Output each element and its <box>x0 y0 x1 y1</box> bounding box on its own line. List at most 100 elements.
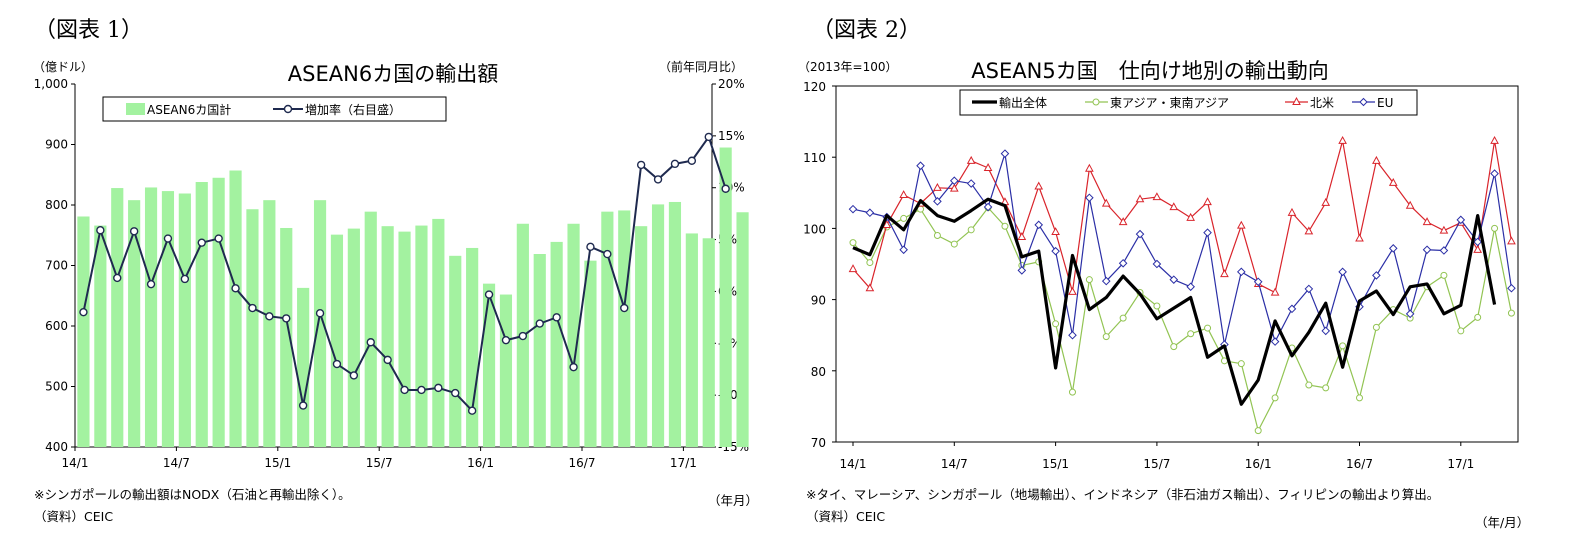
fig2-marker-east-asia <box>1085 276 1093 284</box>
fig1-right-tick-label: 20% <box>718 77 745 91</box>
fig2-marker-eu <box>1253 277 1263 287</box>
fig2-marker-eu <box>1287 304 1297 314</box>
fig2-marker-eu <box>1507 283 1516 293</box>
fig1-growth-marker <box>248 303 257 313</box>
fig1-x-tick-label: 15/1 <box>264 456 291 470</box>
fig1-bar <box>330 234 344 447</box>
fig1-bar <box>77 216 90 447</box>
fig2-marker-north-america <box>1405 200 1415 209</box>
fig2-marker-eu <box>1034 220 1044 230</box>
fig2-marker-eu <box>1101 276 1111 286</box>
fig2-marker-eu <box>1000 149 1010 158</box>
fig1-growth-marker <box>670 159 680 169</box>
fig1-bar <box>449 255 462 447</box>
fig1-bar <box>263 200 276 447</box>
fig1-bar <box>432 218 445 447</box>
fig2-marker-east-asia <box>1102 333 1110 341</box>
fig1-bar <box>550 241 563 447</box>
fig1-left-tick-label: 700 <box>45 259 68 273</box>
fig1-bar <box>94 225 107 447</box>
fig2-line-3 <box>852 153 1513 346</box>
fig2-marker-east-asia <box>1204 324 1212 332</box>
fig1-growth-marker <box>180 274 190 284</box>
fig2-marker-north-america <box>1355 233 1364 242</box>
fig2-marker-eu <box>966 179 976 188</box>
fig1-left-tick-label: 1,000 <box>34 77 68 91</box>
fig1-x-tick-label: 16/7 <box>569 456 596 470</box>
fig2-marker-east-asia <box>967 226 975 234</box>
fig1-bar <box>415 225 428 447</box>
fig1-growth-marker <box>467 406 477 415</box>
fig2-marker-eu <box>1051 246 1060 256</box>
fig2-marker-eu <box>865 208 875 218</box>
fig1-bar <box>635 226 648 447</box>
fig2-marker-east-asia <box>1491 224 1499 232</box>
fig2-legend-box <box>959 89 1418 116</box>
fig2-legend-label-east-asia: 東アジア・東南アジア <box>1110 95 1229 110</box>
fig1-growth-marker <box>366 338 375 347</box>
fig2-x-tick-label: 17/1 <box>1447 457 1474 471</box>
fig1-growth-marker <box>163 234 173 243</box>
fig2-marker-east-asia <box>1237 360 1245 368</box>
fig2-marker-eu <box>1085 193 1094 203</box>
fig2-marker-north-america <box>1034 181 1044 190</box>
fig2-marker-north-america <box>882 219 892 228</box>
fig1-bar <box>685 233 698 447</box>
fig2-x-tick-label: 15/1 <box>1042 457 1069 471</box>
fig2-marker-eu <box>1473 237 1482 247</box>
fig2-marker-eu <box>983 202 993 212</box>
fig2-y-tick-label: 70 <box>811 436 826 450</box>
fig1-bar <box>533 254 546 447</box>
fig2-x-tick-label: 16/1 <box>1245 457 1272 471</box>
fig2-title: ASEAN5カ国 仕向け地別の輸出動向 <box>971 59 1328 83</box>
fig2-marker-eu <box>933 197 942 206</box>
fig1-growth-marker <box>349 371 359 380</box>
fig2-marker-eu <box>1372 271 1381 280</box>
fig2-marker-east-asia <box>1271 394 1279 402</box>
fig1-left-tick-label: 600 <box>45 319 68 333</box>
fig1-growth-marker <box>96 226 105 235</box>
fig2-x-unit: （年/月） <box>1475 515 1530 530</box>
fig2-marker-eu <box>1490 169 1499 178</box>
fig2-marker-east-asia <box>849 239 857 247</box>
fig2-marker-east-asia <box>866 259 874 267</box>
fig2-marker-east-asia <box>1119 314 1127 322</box>
fig1-x-tick-label: 14/7 <box>163 456 190 470</box>
fig1-growth-marker <box>383 355 392 365</box>
fig2-label: （図表 2） <box>812 18 921 43</box>
fig2-marker-eu <box>1321 326 1331 336</box>
fig2-marker-north-america <box>1304 226 1314 235</box>
fig2-marker-east-asia <box>1339 342 1347 350</box>
fig2-legend-marker-north-america <box>1292 96 1301 105</box>
fig1-left-tick-label: 500 <box>45 380 68 394</box>
fig1-bar <box>144 187 158 447</box>
fig1-legend-bar-swatch <box>126 103 145 115</box>
fig2-marker-eu <box>1388 244 1398 253</box>
fig1-bar <box>128 200 141 447</box>
fig1-growth-marker <box>586 242 595 252</box>
fig1-growth-marker <box>417 385 426 395</box>
fig2-marker-east-asia <box>1068 388 1076 396</box>
fig1-bar <box>668 201 682 447</box>
fig2-marker-north-america <box>983 163 993 171</box>
fig2-marker-north-america <box>1051 227 1060 236</box>
fig2-marker-east-asia <box>1153 302 1161 310</box>
fig2-note: ※タイ、マレーシア、シンガポール（地場輸出）、インドネシア（非石油ガス輸出）、フ… <box>806 487 1440 502</box>
fig2-line-2 <box>852 140 1513 294</box>
fig1-legend-bar-label: ASEAN6カ国計 <box>147 102 231 117</box>
fig2-marker-eu <box>1270 337 1280 346</box>
fig2-line-1 <box>852 207 1513 432</box>
fig1-growth-marker <box>501 335 511 345</box>
fig2-marker-north-america <box>1490 135 1499 144</box>
fig2-source: （資料）CEIC <box>806 509 886 524</box>
fig1-growth-marker <box>535 319 544 328</box>
fig1-growth-marker <box>569 362 578 372</box>
fig1-legend-line-marker <box>283 104 293 114</box>
fig2-marker-north-america <box>1507 236 1516 245</box>
fig2-marker-north-america <box>865 283 875 292</box>
fig1-growth-marker <box>214 234 223 243</box>
fig1-growth-marker <box>282 314 291 323</box>
fig1-bar <box>347 228 360 447</box>
fig2-marker-north-america <box>1236 220 1246 229</box>
